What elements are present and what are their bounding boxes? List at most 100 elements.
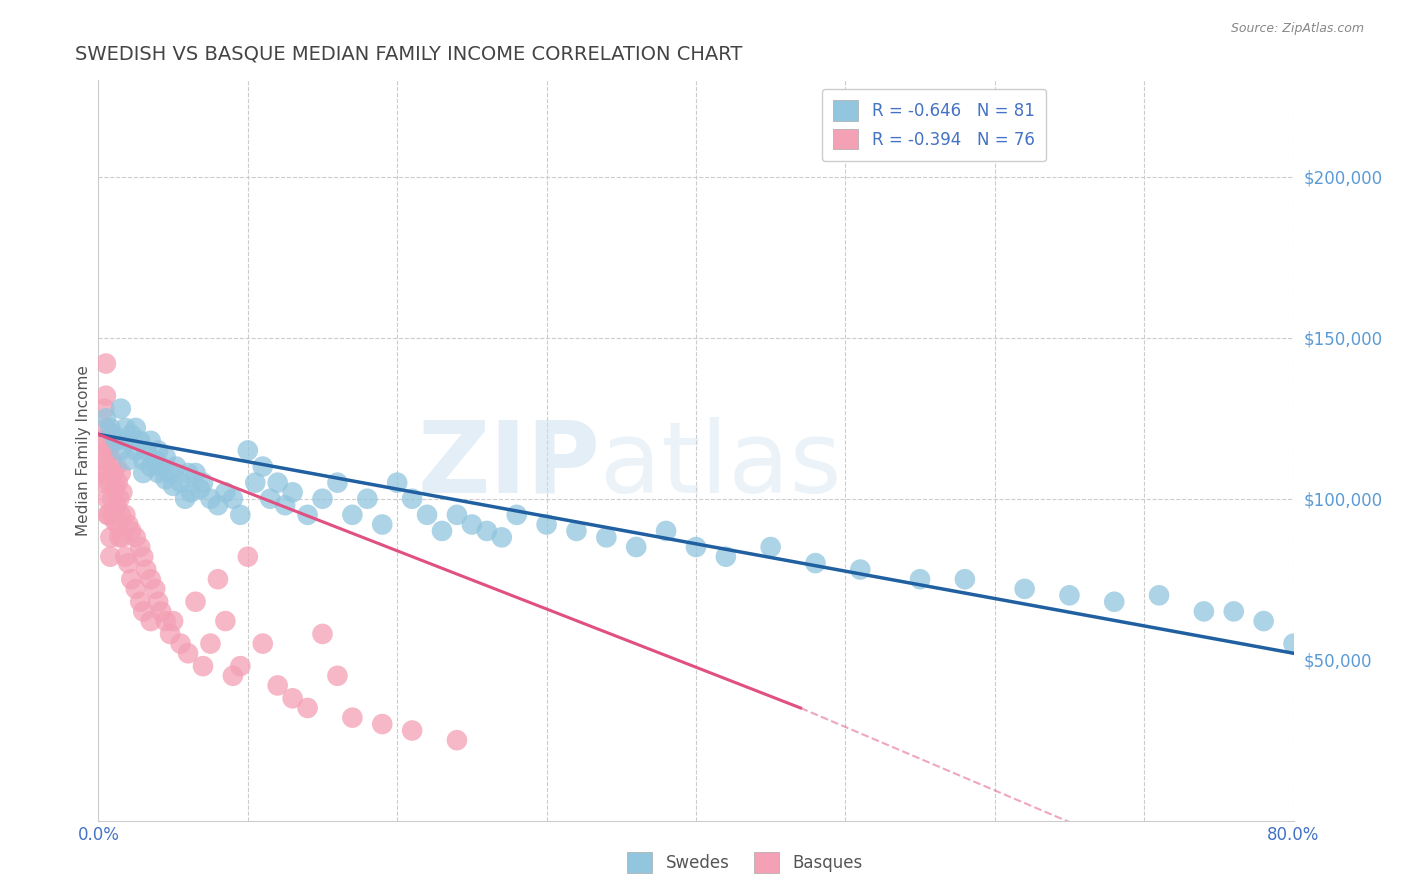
Point xyxy=(132,604,155,618)
Point xyxy=(214,485,236,500)
Point xyxy=(110,466,132,480)
Point xyxy=(252,637,274,651)
Point xyxy=(155,614,177,628)
Point xyxy=(111,530,134,544)
Point xyxy=(565,524,588,538)
Point xyxy=(191,475,214,490)
Point xyxy=(267,475,290,490)
Point xyxy=(180,485,202,500)
Point xyxy=(93,401,115,416)
Point xyxy=(177,646,200,660)
Point xyxy=(162,479,184,493)
Point xyxy=(105,434,128,448)
Point xyxy=(849,563,872,577)
Point xyxy=(200,637,222,651)
Point xyxy=(326,669,349,683)
Point xyxy=(148,443,170,458)
Point xyxy=(104,514,127,528)
Point xyxy=(155,450,177,464)
Point xyxy=(91,475,114,490)
Point xyxy=(114,549,136,564)
Point xyxy=(908,572,931,586)
Point xyxy=(108,491,131,506)
Point xyxy=(120,572,142,586)
Point xyxy=(97,475,120,490)
Point xyxy=(97,508,120,522)
Point xyxy=(110,443,132,458)
Point xyxy=(129,540,152,554)
Point xyxy=(595,530,617,544)
Point xyxy=(371,717,394,731)
Point xyxy=(174,491,197,506)
Point xyxy=(169,637,191,651)
Point xyxy=(96,491,118,506)
Point xyxy=(155,472,177,486)
Point xyxy=(259,491,281,506)
Point xyxy=(143,453,166,467)
Point xyxy=(101,491,124,506)
Point xyxy=(103,466,125,480)
Point xyxy=(311,627,333,641)
Point xyxy=(267,678,290,692)
Point xyxy=(342,711,364,725)
Point xyxy=(184,595,207,609)
Point xyxy=(401,723,423,738)
Point xyxy=(207,498,229,512)
Point xyxy=(148,466,170,480)
Point xyxy=(129,434,152,448)
Point xyxy=(108,530,131,544)
Point xyxy=(125,421,148,435)
Point xyxy=(416,508,439,522)
Point xyxy=(110,508,132,522)
Point xyxy=(446,733,468,747)
Point xyxy=(281,485,304,500)
Point xyxy=(236,443,259,458)
Point xyxy=(132,466,155,480)
Point xyxy=(148,595,170,609)
Point xyxy=(236,549,259,564)
Point xyxy=(297,508,319,522)
Point xyxy=(506,508,529,522)
Point xyxy=(356,491,378,506)
Point xyxy=(104,482,127,496)
Point xyxy=(93,434,115,448)
Y-axis label: Median Family Income: Median Family Income xyxy=(76,365,91,536)
Point xyxy=(177,466,200,480)
Point xyxy=(165,459,187,474)
Point xyxy=(759,540,782,554)
Point xyxy=(117,556,139,570)
Point xyxy=(90,434,112,448)
Point xyxy=(714,549,737,564)
Point xyxy=(107,475,129,490)
Point xyxy=(117,453,139,467)
Point xyxy=(135,563,157,577)
Point xyxy=(111,485,134,500)
Point xyxy=(342,508,364,522)
Point xyxy=(103,434,125,448)
Point xyxy=(461,517,484,532)
Point xyxy=(143,582,166,596)
Point xyxy=(120,427,142,442)
Point xyxy=(94,421,117,435)
Point xyxy=(114,421,136,435)
Point xyxy=(98,549,122,564)
Point xyxy=(1059,588,1081,602)
Point xyxy=(1104,595,1126,609)
Point xyxy=(150,459,173,474)
Point xyxy=(311,491,333,506)
Point xyxy=(159,627,181,641)
Point xyxy=(139,572,162,586)
Point xyxy=(252,459,274,474)
Point xyxy=(120,524,142,538)
Text: Source: ZipAtlas.com: Source: ZipAtlas.com xyxy=(1230,22,1364,36)
Point xyxy=(536,517,558,532)
Point xyxy=(129,595,152,609)
Point xyxy=(150,604,173,618)
Point xyxy=(139,614,162,628)
Point xyxy=(1147,588,1170,602)
Legend: Swedes, Basques: Swedes, Basques xyxy=(620,846,870,880)
Point xyxy=(107,517,129,532)
Point xyxy=(1014,582,1036,596)
Point xyxy=(953,572,976,586)
Point xyxy=(132,549,155,564)
